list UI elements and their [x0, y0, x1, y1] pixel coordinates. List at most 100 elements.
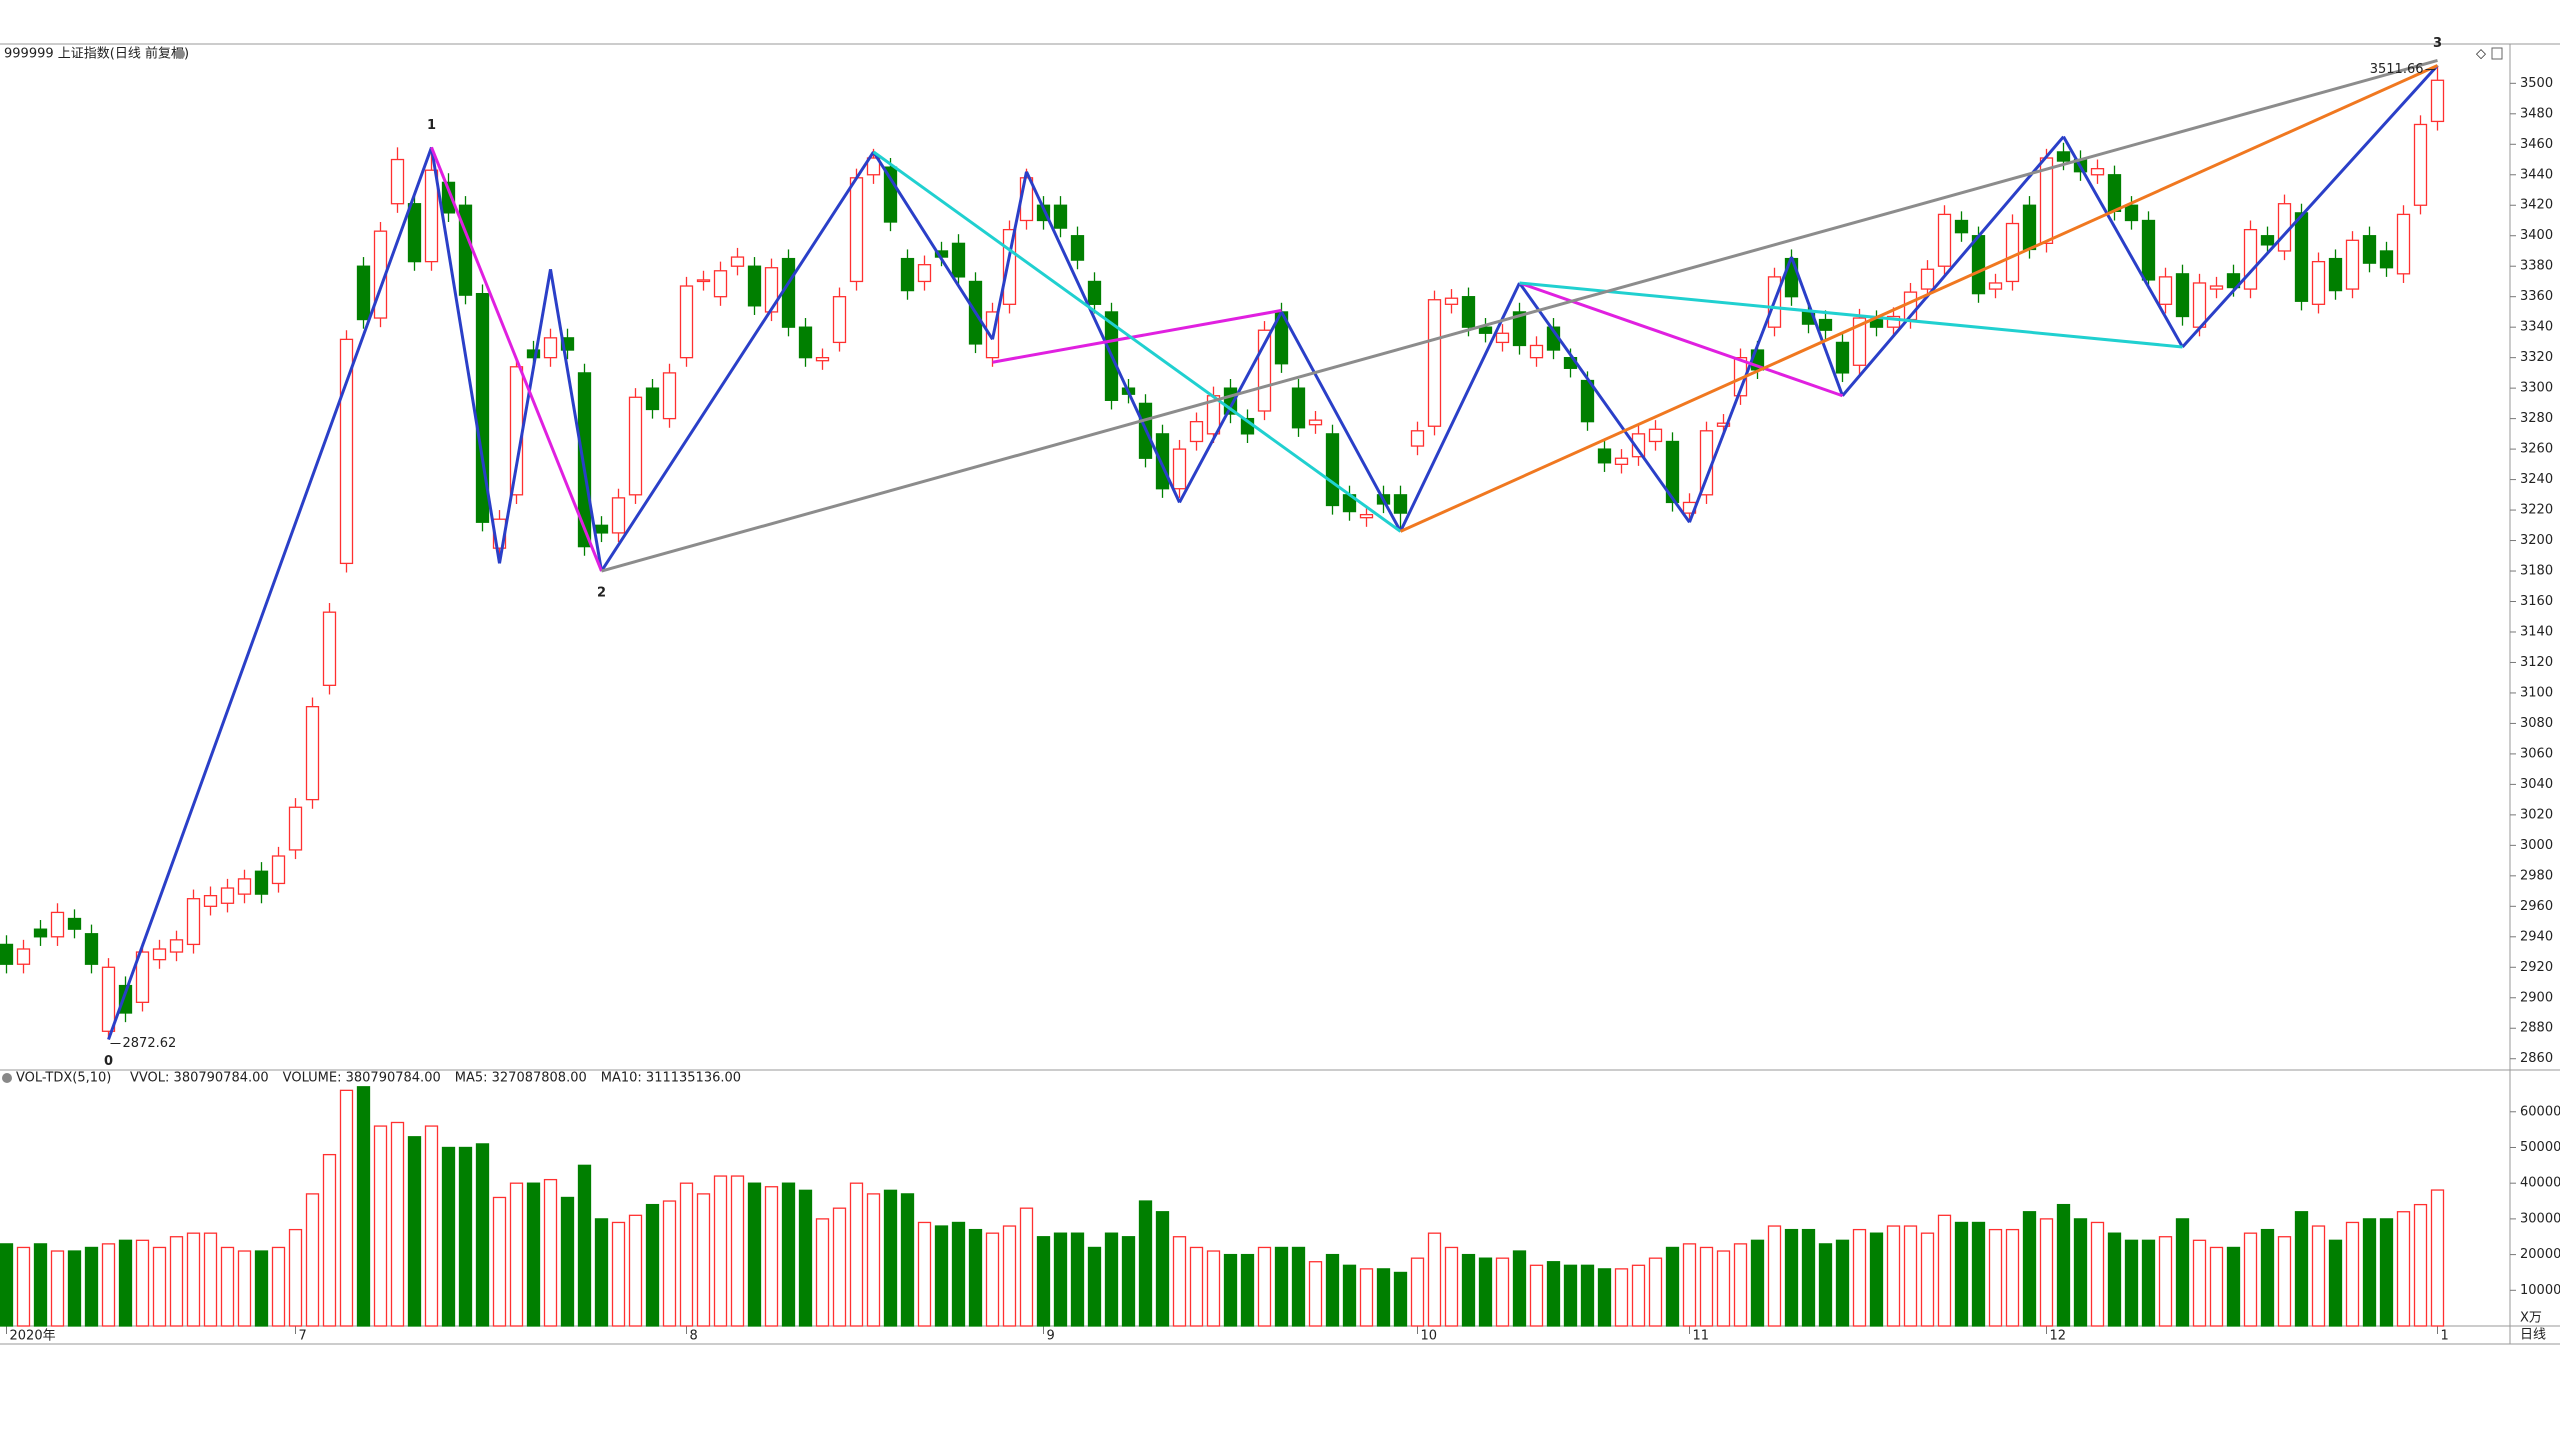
- candle-body: [475, 292, 490, 523]
- volume-bar: [2294, 1211, 2309, 1327]
- volume-title: VOL-TDX(5,10): [16, 1071, 111, 1086]
- volume-bar: [1308, 1261, 1323, 1327]
- volume-bar: [1070, 1232, 1085, 1327]
- candle-body: [2311, 260, 2326, 305]
- volume-bar: [1614, 1268, 1629, 1327]
- volume-bar: [1223, 1253, 1238, 1327]
- volume-bar: [67, 1250, 82, 1327]
- volume-icon[interactable]: [2, 1073, 12, 1083]
- volume-bar: [16, 1246, 31, 1327]
- volume-bar: [169, 1236, 184, 1327]
- volume-bar: [1971, 1221, 1986, 1327]
- volume-bar: [1325, 1253, 1340, 1327]
- candle-body: [2260, 235, 2275, 246]
- candle-body: [662, 372, 677, 420]
- volume-bar: [900, 1193, 915, 1327]
- candle-body: [2430, 79, 2445, 123]
- candle-body: [2294, 212, 2309, 302]
- volume-bar: [407, 1136, 422, 1327]
- y-tick-label: 3500: [2520, 76, 2553, 91]
- volume-bar: [1631, 1264, 1646, 1327]
- candle-body: [1461, 296, 1476, 328]
- candle-body: [118, 984, 133, 1014]
- volume-bar: [1461, 1253, 1476, 1327]
- volume-bar: [679, 1182, 694, 1327]
- volume-bar: [883, 1189, 898, 1327]
- volume-bar: [424, 1125, 439, 1327]
- candle-body: [2243, 228, 2258, 290]
- volume-tick-label: 60000: [2520, 1104, 2560, 1119]
- candle-body: [1495, 332, 1510, 344]
- volume-bar: [2158, 1236, 2173, 1327]
- y-tick-label: 3400: [2520, 228, 2553, 243]
- volume-bar: [2175, 1218, 2190, 1327]
- volume-bar: [866, 1193, 881, 1327]
- volume-bar: [577, 1164, 592, 1327]
- volume-bar: [322, 1153, 337, 1327]
- volume-bar: [1206, 1250, 1221, 1327]
- volume-bar: [373, 1125, 388, 1327]
- candle-body: [33, 928, 48, 938]
- y-tick-label: 2980: [2520, 868, 2553, 883]
- volume-bar: [1138, 1200, 1153, 1327]
- volume-bar: [1750, 1239, 1765, 1327]
- y-tick-label: 3380: [2520, 259, 2553, 274]
- volume-bar: [1240, 1253, 1255, 1327]
- volume-bar: [1784, 1228, 1799, 1327]
- volume-bar: [2073, 1218, 2088, 1327]
- low-price-label: 2872.62: [123, 1036, 177, 1051]
- y-tick-label: 3280: [2520, 411, 2553, 426]
- candle-body: [1053, 204, 1068, 229]
- y-tick-label: 3300: [2520, 381, 2553, 396]
- volume-bar: [1733, 1243, 1748, 1327]
- candle-body: [1172, 448, 1187, 490]
- volume-bar: [1172, 1236, 1187, 1327]
- y-tick-label: 3080: [2520, 716, 2553, 731]
- candle-body: [16, 948, 31, 965]
- volume-bar: [1920, 1232, 1935, 1327]
- y-tick-label: 2900: [2520, 990, 2553, 1005]
- volume-bar: [832, 1207, 847, 1327]
- volume-bar: [1580, 1264, 1595, 1327]
- window-icon[interactable]: [2491, 47, 2503, 60]
- candle-body: [1818, 318, 1833, 331]
- trend-line: [1790, 256, 1844, 397]
- x-tick-label: 10: [1421, 1329, 1438, 1344]
- volume-bar: [730, 1175, 745, 1327]
- trend-line: [498, 269, 552, 564]
- y-tick-label: 3000: [2520, 838, 2553, 853]
- candle-body: [203, 894, 218, 907]
- y-tick-label: 3120: [2520, 655, 2553, 670]
- candle-body: [2124, 204, 2139, 222]
- candle-body: [1971, 235, 1986, 295]
- trend-line: [991, 171, 1028, 340]
- volume-bar: [1546, 1261, 1561, 1327]
- volume-readout: MA10: 311135136.00: [601, 1071, 741, 1086]
- x-tick-label: 11: [1693, 1329, 1710, 1344]
- volume-bar: [475, 1143, 490, 1327]
- volume-bar: [1427, 1232, 1442, 1327]
- candle-body: [288, 806, 303, 851]
- volume-bar: [662, 1200, 677, 1327]
- volume-bar: [815, 1218, 830, 1327]
- candle-body: [1852, 317, 1867, 366]
- trend-line: [430, 146, 603, 572]
- candle-body: [832, 296, 847, 344]
- volume-bar: [2192, 1239, 2207, 1327]
- volume-bar: [118, 1239, 133, 1327]
- trend-line: [600, 151, 875, 572]
- candle-body: [798, 326, 813, 359]
- volume-bar: [2379, 1218, 2394, 1327]
- x-tick-label: 7: [299, 1329, 307, 1344]
- volume-bar: [271, 1246, 286, 1327]
- volume-bar: [1597, 1268, 1612, 1327]
- candle-body: [594, 524, 609, 534]
- candle-body: [1937, 213, 1952, 267]
- candle-body: [2209, 285, 2224, 290]
- candle-body: [509, 366, 524, 496]
- title-icon[interactable]: [175, 49, 185, 59]
- volume-bar: [628, 1214, 643, 1327]
- volume-bar: [747, 1182, 762, 1327]
- candle-body: [543, 337, 558, 359]
- pin-icon[interactable]: ◇: [2476, 47, 2486, 62]
